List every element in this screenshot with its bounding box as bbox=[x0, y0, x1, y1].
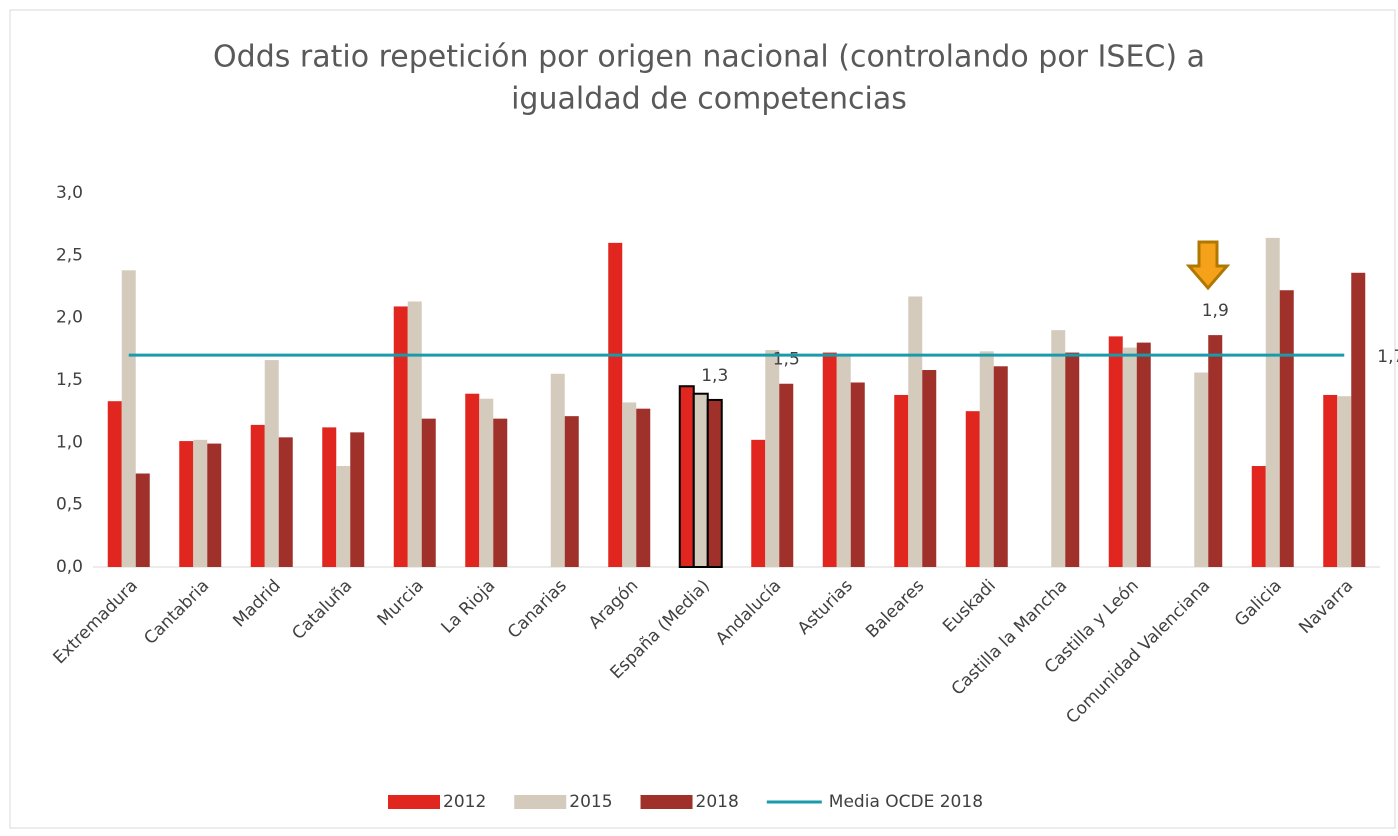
data-label: 1,3 bbox=[701, 366, 728, 386]
data-label: 1,7 bbox=[1377, 347, 1398, 367]
bar bbox=[1337, 396, 1352, 567]
legend-swatch bbox=[388, 795, 440, 809]
bar bbox=[894, 394, 909, 567]
bar bbox=[922, 370, 937, 567]
bar bbox=[493, 418, 508, 567]
bar bbox=[836, 356, 851, 567]
bar bbox=[692, 392, 709, 569]
y-tick-label: 1,0 bbox=[56, 432, 83, 452]
legend-label: 2012 bbox=[443, 792, 486, 812]
bar bbox=[1136, 342, 1151, 567]
legend-label: 2015 bbox=[569, 792, 612, 812]
bar bbox=[751, 439, 766, 567]
y-tick-label: 3,0 bbox=[56, 183, 83, 203]
bar bbox=[979, 351, 994, 567]
bar bbox=[193, 439, 208, 567]
bar bbox=[107, 401, 122, 567]
bar bbox=[179, 441, 194, 567]
bar bbox=[322, 427, 337, 567]
bar bbox=[336, 466, 351, 567]
bar bbox=[850, 382, 865, 567]
bar bbox=[779, 383, 794, 567]
data-label: 1,9 bbox=[1202, 301, 1229, 321]
bar bbox=[1351, 272, 1366, 567]
bar bbox=[706, 398, 723, 568]
bar bbox=[1194, 372, 1209, 567]
bar bbox=[564, 416, 579, 567]
bar bbox=[278, 437, 293, 567]
y-tick-label: 0,5 bbox=[56, 495, 83, 515]
bar bbox=[135, 473, 150, 567]
bar bbox=[765, 350, 780, 567]
bar bbox=[393, 306, 408, 567]
legend-swatch bbox=[640, 795, 693, 809]
bar bbox=[465, 393, 480, 567]
bar bbox=[678, 385, 695, 568]
data-label: 1,5 bbox=[773, 350, 800, 370]
y-tick-label: 2,0 bbox=[56, 308, 83, 328]
bar bbox=[421, 418, 436, 567]
legend-swatch bbox=[514, 795, 567, 809]
bar bbox=[965, 411, 980, 567]
bar bbox=[550, 373, 565, 567]
bar bbox=[1065, 352, 1080, 567]
legend-label: 2018 bbox=[696, 792, 739, 812]
bar bbox=[1323, 394, 1338, 567]
bar bbox=[993, 366, 1008, 567]
bar bbox=[908, 296, 923, 567]
y-tick-label: 0,0 bbox=[56, 557, 83, 577]
bar bbox=[1122, 347, 1137, 567]
chart-subtitle: igualdad de competencias bbox=[511, 82, 907, 117]
bar bbox=[407, 301, 422, 567]
bar bbox=[1279, 290, 1294, 567]
bar bbox=[608, 242, 623, 567]
bar bbox=[250, 424, 265, 567]
bar bbox=[350, 432, 365, 567]
bar bbox=[622, 402, 637, 567]
bar bbox=[1208, 335, 1223, 567]
bar bbox=[1108, 336, 1123, 567]
bar bbox=[636, 408, 651, 567]
bar bbox=[479, 398, 494, 567]
bar bbox=[1265, 237, 1280, 567]
bar bbox=[1051, 330, 1066, 567]
bar bbox=[1251, 466, 1266, 567]
bar bbox=[264, 360, 279, 567]
y-tick-label: 2,5 bbox=[56, 245, 83, 265]
bar bbox=[822, 352, 837, 567]
bar bbox=[207, 443, 222, 567]
legend-label: Media OCDE 2018 bbox=[829, 792, 983, 812]
arrow-icon bbox=[1185, 240, 1231, 291]
y-tick-label: 1,5 bbox=[56, 370, 83, 390]
bar bbox=[121, 270, 136, 567]
chart-title: Odds ratio repetición por origen naciona… bbox=[213, 40, 1205, 75]
